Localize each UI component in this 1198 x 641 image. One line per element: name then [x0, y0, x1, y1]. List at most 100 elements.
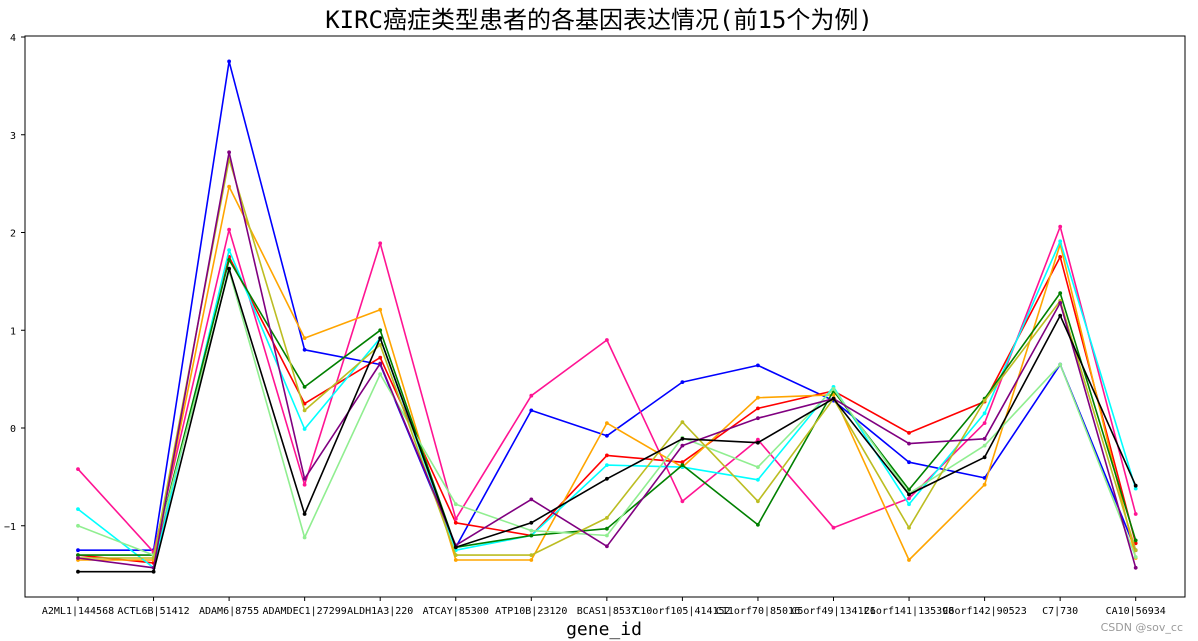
- data-point: [76, 467, 80, 471]
- series-line: [78, 267, 1137, 573]
- data-point: [605, 544, 609, 549]
- data-point: [378, 241, 383, 246]
- data-point: [1058, 224, 1063, 229]
- data-point: [907, 431, 911, 435]
- data-point: [302, 535, 307, 540]
- data-point: [227, 227, 232, 232]
- data-point: [1058, 362, 1063, 367]
- data-point: [378, 361, 383, 366]
- x-tick-label: C6orf142|90523: [942, 606, 1026, 617]
- data-point: [529, 533, 534, 538]
- data-point: [453, 545, 458, 550]
- data-point: [1133, 512, 1138, 516]
- data-point: [680, 436, 685, 441]
- data-point: [756, 477, 760, 482]
- data-point: [302, 512, 307, 516]
- x-tick-label: C10orf105|414152: [634, 606, 730, 617]
- data-point: [378, 343, 383, 347]
- data-point: [529, 528, 534, 533]
- data-point: [756, 522, 760, 527]
- data-point: [680, 443, 685, 448]
- data-point: [76, 569, 80, 574]
- data-point: [982, 411, 987, 416]
- data-point: [227, 266, 232, 271]
- data-point: [605, 453, 609, 458]
- data-point: [831, 396, 836, 401]
- x-tick-label: ADAMDEC1|27299: [263, 606, 347, 617]
- data-point: [907, 502, 911, 507]
- data-point: [76, 556, 80, 560]
- x-tick-label: ATCAY|85300: [423, 606, 489, 617]
- data-point: [907, 525, 911, 530]
- data-point: [605, 476, 609, 481]
- data-point: [529, 408, 534, 413]
- series-layer: [76, 59, 1138, 574]
- data-point: [1058, 291, 1063, 295]
- data-point: [756, 465, 760, 469]
- series-5: [76, 258, 1138, 557]
- data-point: [76, 553, 80, 557]
- data-point: [529, 393, 534, 398]
- x-tick-label: C5orf49|134121: [791, 606, 875, 617]
- data-point: [680, 380, 685, 384]
- data-point: [982, 421, 987, 425]
- data-point: [227, 150, 232, 155]
- data-point: [982, 443, 987, 448]
- data-point: [1133, 555, 1138, 559]
- data-point: [605, 433, 609, 438]
- data-point: [302, 427, 307, 431]
- data-point: [982, 398, 987, 403]
- x-tick-label: C6orf141|135398: [864, 606, 954, 617]
- series-line: [77, 151, 1137, 569]
- series-line: [78, 60, 1137, 552]
- data-point: [378, 336, 383, 340]
- data-point: [76, 548, 80, 553]
- chart-title: KIRC癌症类型患者的各基因表达情况(前15个为例): [325, 6, 873, 34]
- data-point: [982, 476, 987, 480]
- data-point: [907, 487, 911, 492]
- data-point: [982, 482, 987, 487]
- x-axis-label: gene_id: [566, 619, 642, 640]
- series-6: [76, 268, 1138, 559]
- y-tick-label: 4: [10, 33, 16, 44]
- data-point: [907, 496, 911, 501]
- series-line: [78, 158, 1137, 559]
- data-point: [756, 363, 760, 368]
- data-point: [529, 497, 534, 502]
- data-point: [529, 553, 534, 557]
- watermark-text: CSDN @sov_cc: [1101, 621, 1183, 634]
- data-point: [453, 517, 458, 521]
- data-point: [982, 436, 987, 441]
- data-point: [227, 59, 232, 64]
- series-3: [76, 184, 1138, 562]
- x-tick-label: C11orf70|85016: [716, 606, 800, 617]
- data-point: [907, 460, 911, 465]
- data-point: [756, 395, 760, 400]
- data-point: [756, 440, 760, 445]
- data-point: [605, 463, 609, 467]
- data-point: [605, 526, 609, 531]
- data-point: [378, 307, 383, 312]
- data-point: [605, 533, 609, 538]
- data-point: [605, 338, 609, 342]
- series-2: [76, 224, 1138, 554]
- data-point: [453, 502, 458, 507]
- data-point: [378, 372, 383, 377]
- x-tick-label: CA10|56934: [1106, 606, 1166, 617]
- data-point: [982, 455, 987, 460]
- data-point: [1133, 483, 1138, 488]
- data-point: [529, 520, 534, 525]
- data-point: [756, 437, 760, 442]
- data-point: [378, 328, 383, 333]
- data-point: [151, 569, 156, 574]
- x-tick-label: BCAS1|8537: [577, 606, 637, 617]
- data-point: [76, 523, 80, 528]
- data-point: [227, 248, 232, 253]
- data-point: [907, 441, 911, 446]
- x-tick-label: A2ML1|144568: [42, 606, 114, 617]
- x-axis: A2ML1|144568 ACTL6B|51412 ADAM6|8755 ADAMDE…: [42, 597, 1166, 617]
- data-point: [756, 406, 760, 411]
- x-tick-label: ALDH1A3|220: [347, 606, 413, 617]
- data-point: [1133, 541, 1138, 546]
- series-8: [76, 150, 1138, 570]
